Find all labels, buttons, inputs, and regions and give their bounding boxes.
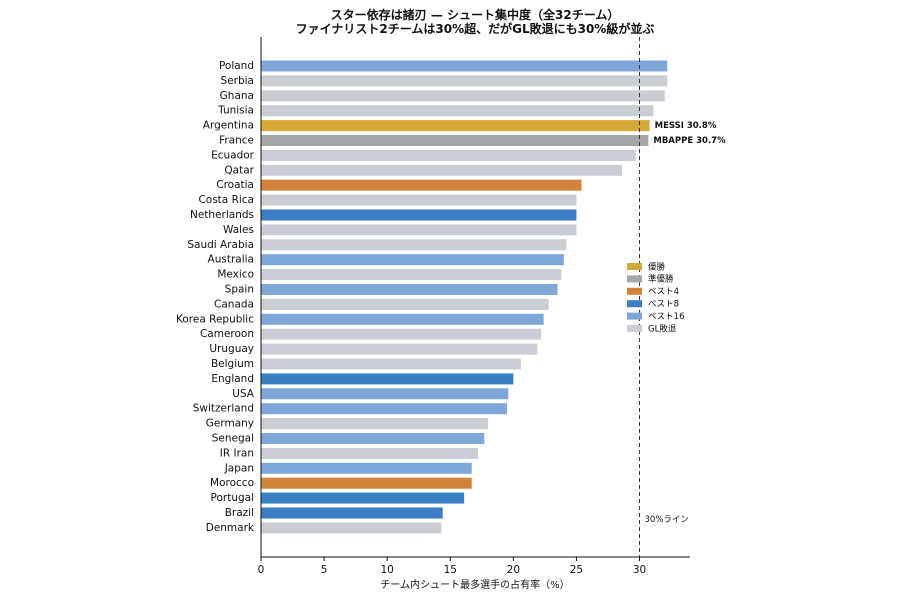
category-label-poland: Poland bbox=[219, 60, 254, 72]
category-label-senegal: Senegal bbox=[212, 433, 254, 445]
category-label-ghana: Ghana bbox=[220, 90, 254, 102]
category-label-denmark: Denmark bbox=[206, 522, 255, 534]
bar-serbia bbox=[261, 75, 668, 87]
category-label-uruguay: Uruguay bbox=[209, 343, 254, 355]
legend-swatch-0 bbox=[627, 263, 642, 270]
legend-swatch-5 bbox=[627, 325, 642, 332]
category-label-usa: USA bbox=[232, 388, 255, 400]
category-label-cameroon: Cameroon bbox=[200, 328, 254, 340]
bar-qatar bbox=[261, 164, 622, 176]
x-axis-label: チーム内シュート最多選手の占有率（%） bbox=[380, 578, 569, 591]
bar-england bbox=[261, 373, 514, 385]
category-label-qatar: Qatar bbox=[224, 164, 254, 176]
chart-title: スター依存は諸刃 — シュート集中度（全32チーム） bbox=[331, 7, 620, 22]
category-label-france: France bbox=[219, 135, 254, 147]
category-label-serbia: Serbia bbox=[221, 75, 254, 87]
axes: 0 5 10 15 20 25 30 bbox=[258, 37, 690, 576]
bar-france bbox=[261, 135, 649, 146]
bar-germany bbox=[261, 418, 489, 430]
bar-spain bbox=[261, 284, 558, 295]
bar-costa-rica bbox=[261, 194, 577, 206]
bar-belgium bbox=[261, 358, 521, 370]
category-label-saudi-arabia: Saudi Arabia bbox=[187, 239, 254, 251]
bars-layer bbox=[261, 60, 668, 534]
category-label-argentina: Argentina bbox=[203, 120, 254, 132]
chart-subtitle: ファイナリスト2チームは30%超、だがGL敗退にも30%級が並ぶ bbox=[296, 21, 655, 36]
bar-morocco bbox=[261, 477, 472, 489]
legend-label-5: GL敗退 bbox=[648, 323, 677, 334]
x-tick-label-30: 30 bbox=[633, 564, 646, 576]
category-label-netherlands: Netherlands bbox=[190, 209, 254, 221]
x-tick-label-15: 15 bbox=[444, 564, 457, 576]
reference-line-label: 30%ライン bbox=[645, 515, 689, 525]
category-label-germany: Germany bbox=[206, 418, 254, 430]
bar-ecuador bbox=[261, 149, 636, 161]
x-tick-label-10: 10 bbox=[380, 564, 393, 576]
legend-label-2: ベスト4 bbox=[648, 287, 679, 297]
bar-saudi-arabia bbox=[261, 239, 567, 251]
category-label-korea-republic: Korea Republic bbox=[176, 313, 254, 325]
legend-swatch-1 bbox=[627, 275, 642, 283]
x-tick-label-0: 0 bbox=[258, 564, 265, 576]
bar-canada bbox=[261, 298, 549, 310]
annotations: 30%ライン MESSI 30.8% MBAPPE 30.7% bbox=[645, 121, 727, 525]
legend-swatch-4 bbox=[627, 312, 642, 320]
legend-label-4: ベスト16 bbox=[648, 312, 685, 322]
category-label-ir-iran: IR Iran bbox=[220, 447, 254, 459]
bar-argentina bbox=[261, 120, 650, 132]
category-label-australia: Australia bbox=[208, 254, 254, 266]
callout-france: MBAPPE 30.7% bbox=[653, 136, 726, 146]
category-label-belgium: Belgium bbox=[211, 358, 254, 370]
bar-uruguay bbox=[261, 343, 538, 355]
category-label-wales: Wales bbox=[223, 224, 254, 236]
bar-switzerland bbox=[261, 403, 508, 415]
category-label-ecuador: Ecuador bbox=[211, 149, 255, 161]
bar-cameroon bbox=[261, 328, 542, 340]
x-tick-label-20: 20 bbox=[507, 564, 520, 576]
category-label-japan: Japan bbox=[224, 462, 254, 474]
legend-label-1: 準優勝 bbox=[648, 274, 674, 285]
bar-ghana bbox=[261, 90, 665, 102]
category-label-portugal: Portugal bbox=[211, 492, 255, 504]
bar-netherlands bbox=[261, 209, 577, 221]
category-label-croatia: Croatia bbox=[216, 179, 254, 191]
bar-tunisia bbox=[261, 105, 654, 117]
legend-swatch-3 bbox=[627, 300, 642, 308]
bar-japan bbox=[261, 462, 472, 474]
category-label-morocco: Morocco bbox=[210, 477, 254, 489]
category-label-spain: Spain bbox=[225, 284, 254, 296]
bar-mexico bbox=[261, 269, 562, 281]
bar-wales bbox=[261, 224, 577, 236]
category-label-england: England bbox=[211, 373, 254, 385]
bar-poland bbox=[261, 60, 668, 72]
category-label-switzerland: Switzerland bbox=[193, 403, 254, 415]
bar-brazil bbox=[261, 507, 443, 519]
callout-argentina: MESSI 30.8% bbox=[655, 121, 717, 131]
x-tick-label-5: 5 bbox=[321, 564, 328, 576]
category-label-canada: Canada bbox=[214, 298, 254, 310]
legend-label-3: ベスト8 bbox=[648, 300, 679, 310]
bar-korea-republic bbox=[261, 313, 544, 325]
bar-portugal bbox=[261, 492, 465, 504]
category-label-tunisia: Tunisia bbox=[217, 105, 254, 117]
bar-denmark bbox=[261, 522, 442, 534]
bar-usa bbox=[261, 388, 509, 400]
bar-australia bbox=[261, 254, 564, 266]
legend-label-0: 優勝 bbox=[648, 261, 666, 272]
bar-croatia bbox=[261, 179, 582, 191]
bar-ir-iran bbox=[261, 447, 479, 459]
legend-swatch-2 bbox=[627, 287, 642, 295]
category-label-costa-rica: Costa Rica bbox=[198, 194, 254, 206]
bar-senegal bbox=[261, 433, 485, 444]
category-labels: Poland Serbia Ghana Tunisia Argentina France E… bbox=[176, 60, 255, 534]
category-label-mexico: Mexico bbox=[217, 269, 254, 281]
category-label-brazil: Brazil bbox=[225, 507, 254, 519]
x-tick-label-25: 25 bbox=[570, 564, 583, 576]
